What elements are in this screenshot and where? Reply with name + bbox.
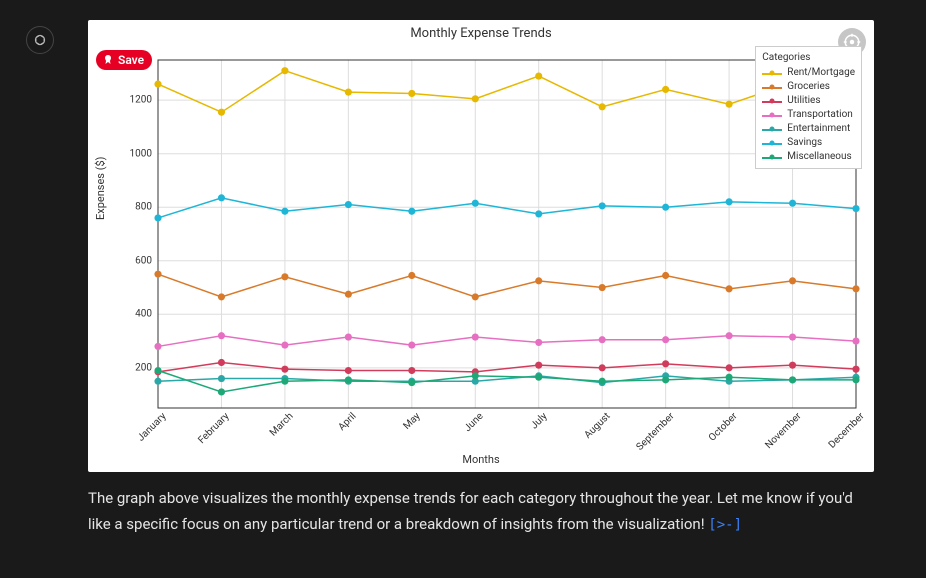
plot-area: 20040060080010001200 JanuaryFebruaryMarc… [158, 60, 856, 408]
y-tick: 200 [135, 362, 158, 373]
x-tick: February [194, 408, 232, 446]
x-tick: March [265, 408, 296, 439]
y-tick: 800 [135, 202, 158, 213]
x-tick: September [631, 408, 676, 453]
legend-item: Miscellaneous [762, 150, 855, 164]
legend: Categories Rent/MortgageGroceriesUtiliti… [755, 46, 862, 169]
y-tick: 1000 [130, 148, 158, 159]
chart-container: Save Monthly Expense Trends Expenses ($)… [88, 20, 874, 472]
save-button-label: Save [118, 53, 144, 67]
y-tick: 400 [135, 309, 158, 320]
x-tick: August [580, 408, 613, 441]
x-tick: November [760, 408, 803, 451]
assistant-message: The graph above visualizes the monthly e… [88, 486, 874, 537]
save-button[interactable]: Save [96, 50, 152, 70]
y-tick: 1200 [130, 95, 158, 106]
legend-item: Rent/Mortgage [762, 66, 855, 80]
legend-item: Transportation [762, 108, 855, 122]
x-tick: July [526, 408, 549, 431]
legend-item: Utilities [762, 94, 855, 108]
pin-icon [102, 54, 114, 66]
chart-svg [158, 60, 856, 408]
y-tick: 600 [135, 255, 158, 266]
chart-title: Monthly Expense Trends [88, 26, 874, 41]
y-axis-label: Expenses ($) [94, 157, 107, 221]
legend-item: Entertainment [762, 122, 855, 136]
x-tick: October [704, 408, 740, 444]
code-link[interactable]: [>-] [708, 517, 742, 533]
openai-icon [32, 32, 48, 48]
legend-item: Groceries [762, 80, 855, 94]
legend-item: Savings [762, 136, 855, 150]
x-tick: January [133, 408, 169, 444]
x-tick: December [824, 408, 867, 451]
x-tick: May [398, 408, 422, 432]
legend-title: Categories [762, 51, 855, 65]
x-tick: June [460, 408, 486, 434]
x-axis-label: Months [88, 453, 874, 466]
x-tick: April [334, 408, 359, 433]
assistant-avatar [26, 26, 54, 54]
